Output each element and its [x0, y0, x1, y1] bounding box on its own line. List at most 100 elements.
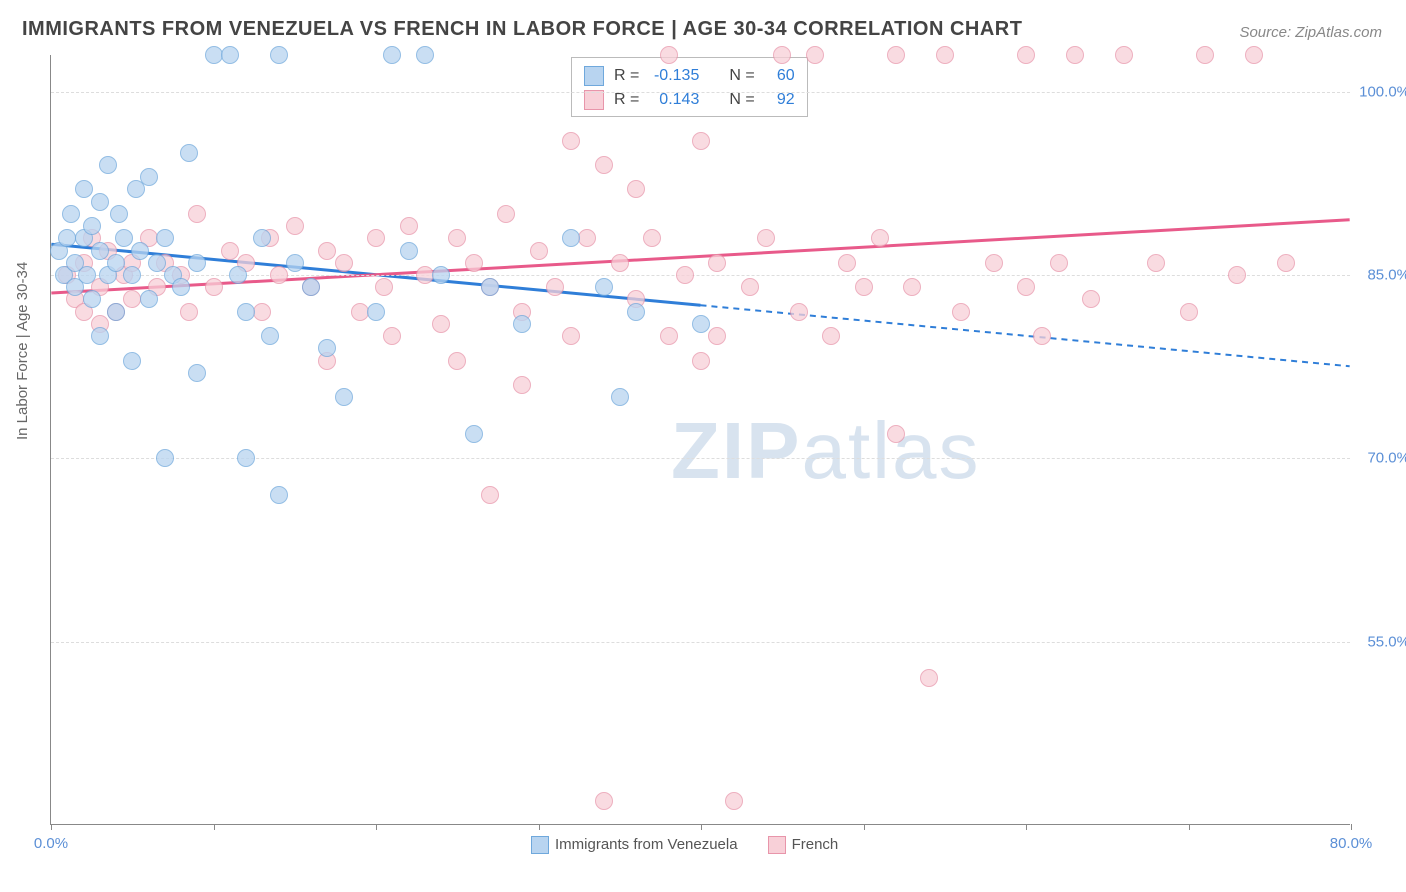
legend-item: Immigrants from Venezuela: [531, 836, 738, 854]
data-point: [270, 266, 288, 284]
data-point: [725, 792, 743, 810]
data-point: [481, 278, 499, 296]
series-name: Immigrants from Venezuela: [555, 836, 738, 853]
data-point: [1277, 254, 1295, 272]
data-point: [188, 364, 206, 382]
legend-swatch: [584, 66, 604, 86]
plot-area: ZIPatlas R =-0.135N =60R =0.143N =92 Imm…: [50, 55, 1350, 825]
data-point: [595, 278, 613, 296]
data-point: [188, 254, 206, 272]
data-point: [920, 669, 938, 687]
data-point: [416, 46, 434, 64]
data-point: [261, 327, 279, 345]
data-point: [692, 352, 710, 370]
data-point: [562, 132, 580, 150]
data-point: [229, 266, 247, 284]
data-point: [790, 303, 808, 321]
data-point: [91, 193, 109, 211]
data-point: [367, 229, 385, 247]
legend-swatch: [531, 836, 549, 854]
data-point: [221, 242, 239, 260]
series-name: French: [792, 836, 839, 853]
correlation-legend: R =-0.135N =60R =0.143N =92: [571, 57, 808, 117]
data-point: [91, 242, 109, 260]
data-point: [660, 46, 678, 64]
data-point: [855, 278, 873, 296]
gridline: [51, 92, 1350, 93]
data-point: [123, 352, 141, 370]
x-tick: [539, 824, 540, 830]
data-point: [578, 229, 596, 247]
data-point: [546, 278, 564, 296]
data-point: [530, 242, 548, 260]
data-point: [1196, 46, 1214, 64]
x-tick: [1351, 824, 1352, 830]
legend-item: French: [768, 836, 839, 854]
data-point: [741, 278, 759, 296]
data-point: [286, 254, 304, 272]
data-point: [1017, 46, 1035, 64]
data-point: [611, 254, 629, 272]
data-point: [497, 205, 515, 223]
data-point: [562, 327, 580, 345]
data-point: [432, 266, 450, 284]
data-point: [1017, 278, 1035, 296]
data-point: [1082, 290, 1100, 308]
y-tick-label: 85.0%: [1356, 267, 1406, 284]
data-point: [936, 46, 954, 64]
data-point: [611, 388, 629, 406]
data-point: [270, 486, 288, 504]
data-point: [465, 254, 483, 272]
legend-swatch: [584, 90, 604, 110]
data-point: [383, 46, 401, 64]
data-point: [156, 229, 174, 247]
x-tick-label: 80.0%: [1330, 835, 1373, 852]
data-point: [62, 205, 80, 223]
data-point: [367, 303, 385, 321]
x-tick: [1026, 824, 1027, 830]
data-point: [180, 144, 198, 162]
data-point: [115, 229, 133, 247]
data-point: [513, 315, 531, 333]
gridline: [51, 642, 1350, 643]
data-point: [1115, 46, 1133, 64]
data-point: [140, 290, 158, 308]
data-point: [643, 229, 661, 247]
data-point: [318, 242, 336, 260]
y-tick-label: 55.0%: [1356, 633, 1406, 650]
y-axis-label: In Labor Force | Age 30-34: [14, 262, 31, 440]
data-point: [302, 278, 320, 296]
data-point: [253, 303, 271, 321]
x-tick: [864, 824, 865, 830]
x-tick: [1189, 824, 1190, 830]
data-point: [465, 425, 483, 443]
data-point: [78, 266, 96, 284]
data-point: [140, 168, 158, 186]
data-point: [952, 303, 970, 321]
data-point: [595, 792, 613, 810]
data-point: [692, 315, 710, 333]
data-point: [595, 156, 613, 174]
data-point: [1228, 266, 1246, 284]
data-point: [692, 132, 710, 150]
legend-swatch: [768, 836, 786, 854]
data-point: [838, 254, 856, 272]
data-point: [180, 303, 198, 321]
data-point: [1147, 254, 1165, 272]
data-point: [286, 217, 304, 235]
data-point: [806, 46, 824, 64]
data-point: [335, 388, 353, 406]
data-point: [383, 327, 401, 345]
data-point: [156, 449, 174, 467]
data-point: [188, 205, 206, 223]
data-point: [83, 217, 101, 235]
data-point: [708, 327, 726, 345]
data-point: [75, 180, 93, 198]
data-point: [83, 290, 101, 308]
data-point: [91, 327, 109, 345]
data-point: [822, 327, 840, 345]
data-point: [237, 303, 255, 321]
data-point: [123, 266, 141, 284]
data-point: [318, 339, 336, 357]
source-attribution: Source: ZipAtlas.com: [1239, 24, 1382, 41]
